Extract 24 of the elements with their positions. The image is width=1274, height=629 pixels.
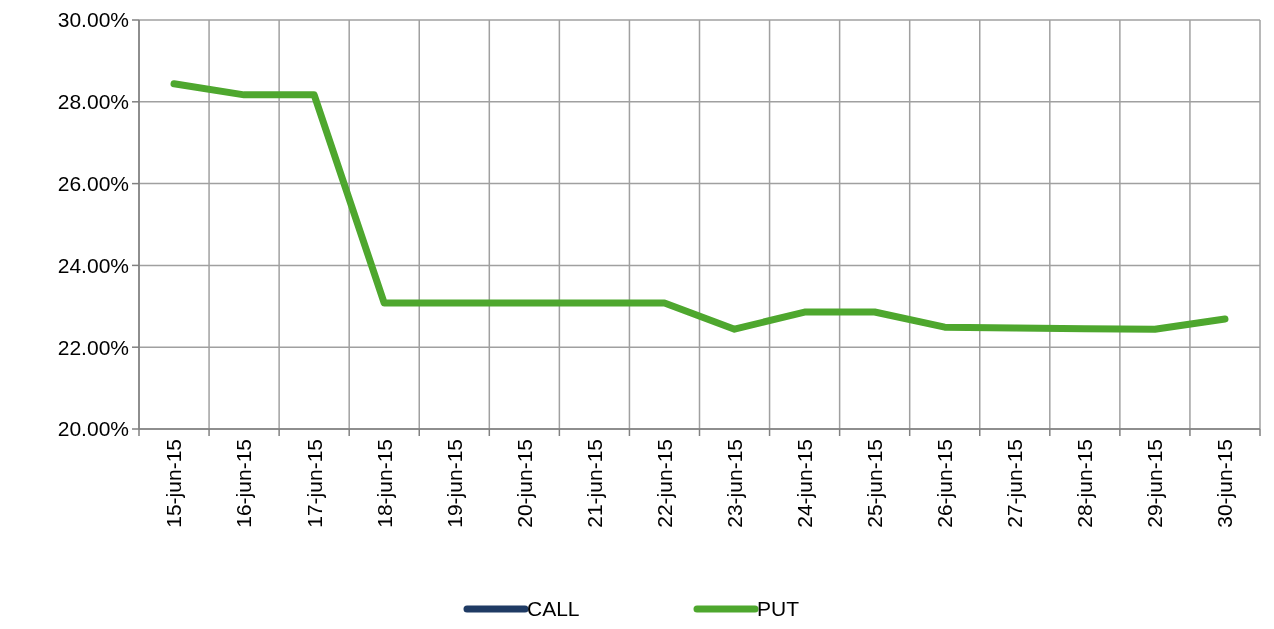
x-tick-label: 26-jun-15	[933, 439, 957, 528]
x-tick-label: 29-jun-15	[1143, 439, 1167, 528]
x-tick-label: 18-jun-15	[372, 439, 396, 528]
x-tick-label: 23-jun-15	[722, 439, 746, 528]
legend-label: CALL	[527, 597, 580, 621]
y-tick-label: 22.00%	[57, 335, 129, 359]
y-tick-label: 26.00%	[57, 171, 129, 195]
x-tick-label: 20-jun-15	[512, 439, 536, 528]
x-tick-label: 28-jun-15	[1073, 439, 1097, 528]
x-tick-label: 27-jun-15	[1003, 439, 1027, 528]
y-tick-label: 24.00%	[57, 253, 129, 277]
x-tick-label: 21-jun-15	[582, 439, 606, 528]
x-tick-label: 30-jun-15	[1213, 439, 1237, 528]
x-tick-label: 19-jun-15	[442, 439, 466, 528]
y-tick-label: 20.00%	[57, 417, 129, 441]
legend-label: PUT	[757, 597, 800, 621]
y-tick-label: 30.00%	[57, 8, 129, 32]
x-tick-label: 15-jun-15	[162, 439, 186, 528]
x-tick-label: 24-jun-15	[792, 439, 816, 528]
y-tick-label: 28.00%	[57, 90, 129, 114]
x-tick-label: 25-jun-15	[863, 439, 887, 528]
x-tick-label: 16-jun-15	[232, 439, 256, 528]
x-tick-label: 17-jun-15	[302, 439, 326, 528]
x-tick-label: 22-jun-15	[652, 439, 676, 528]
